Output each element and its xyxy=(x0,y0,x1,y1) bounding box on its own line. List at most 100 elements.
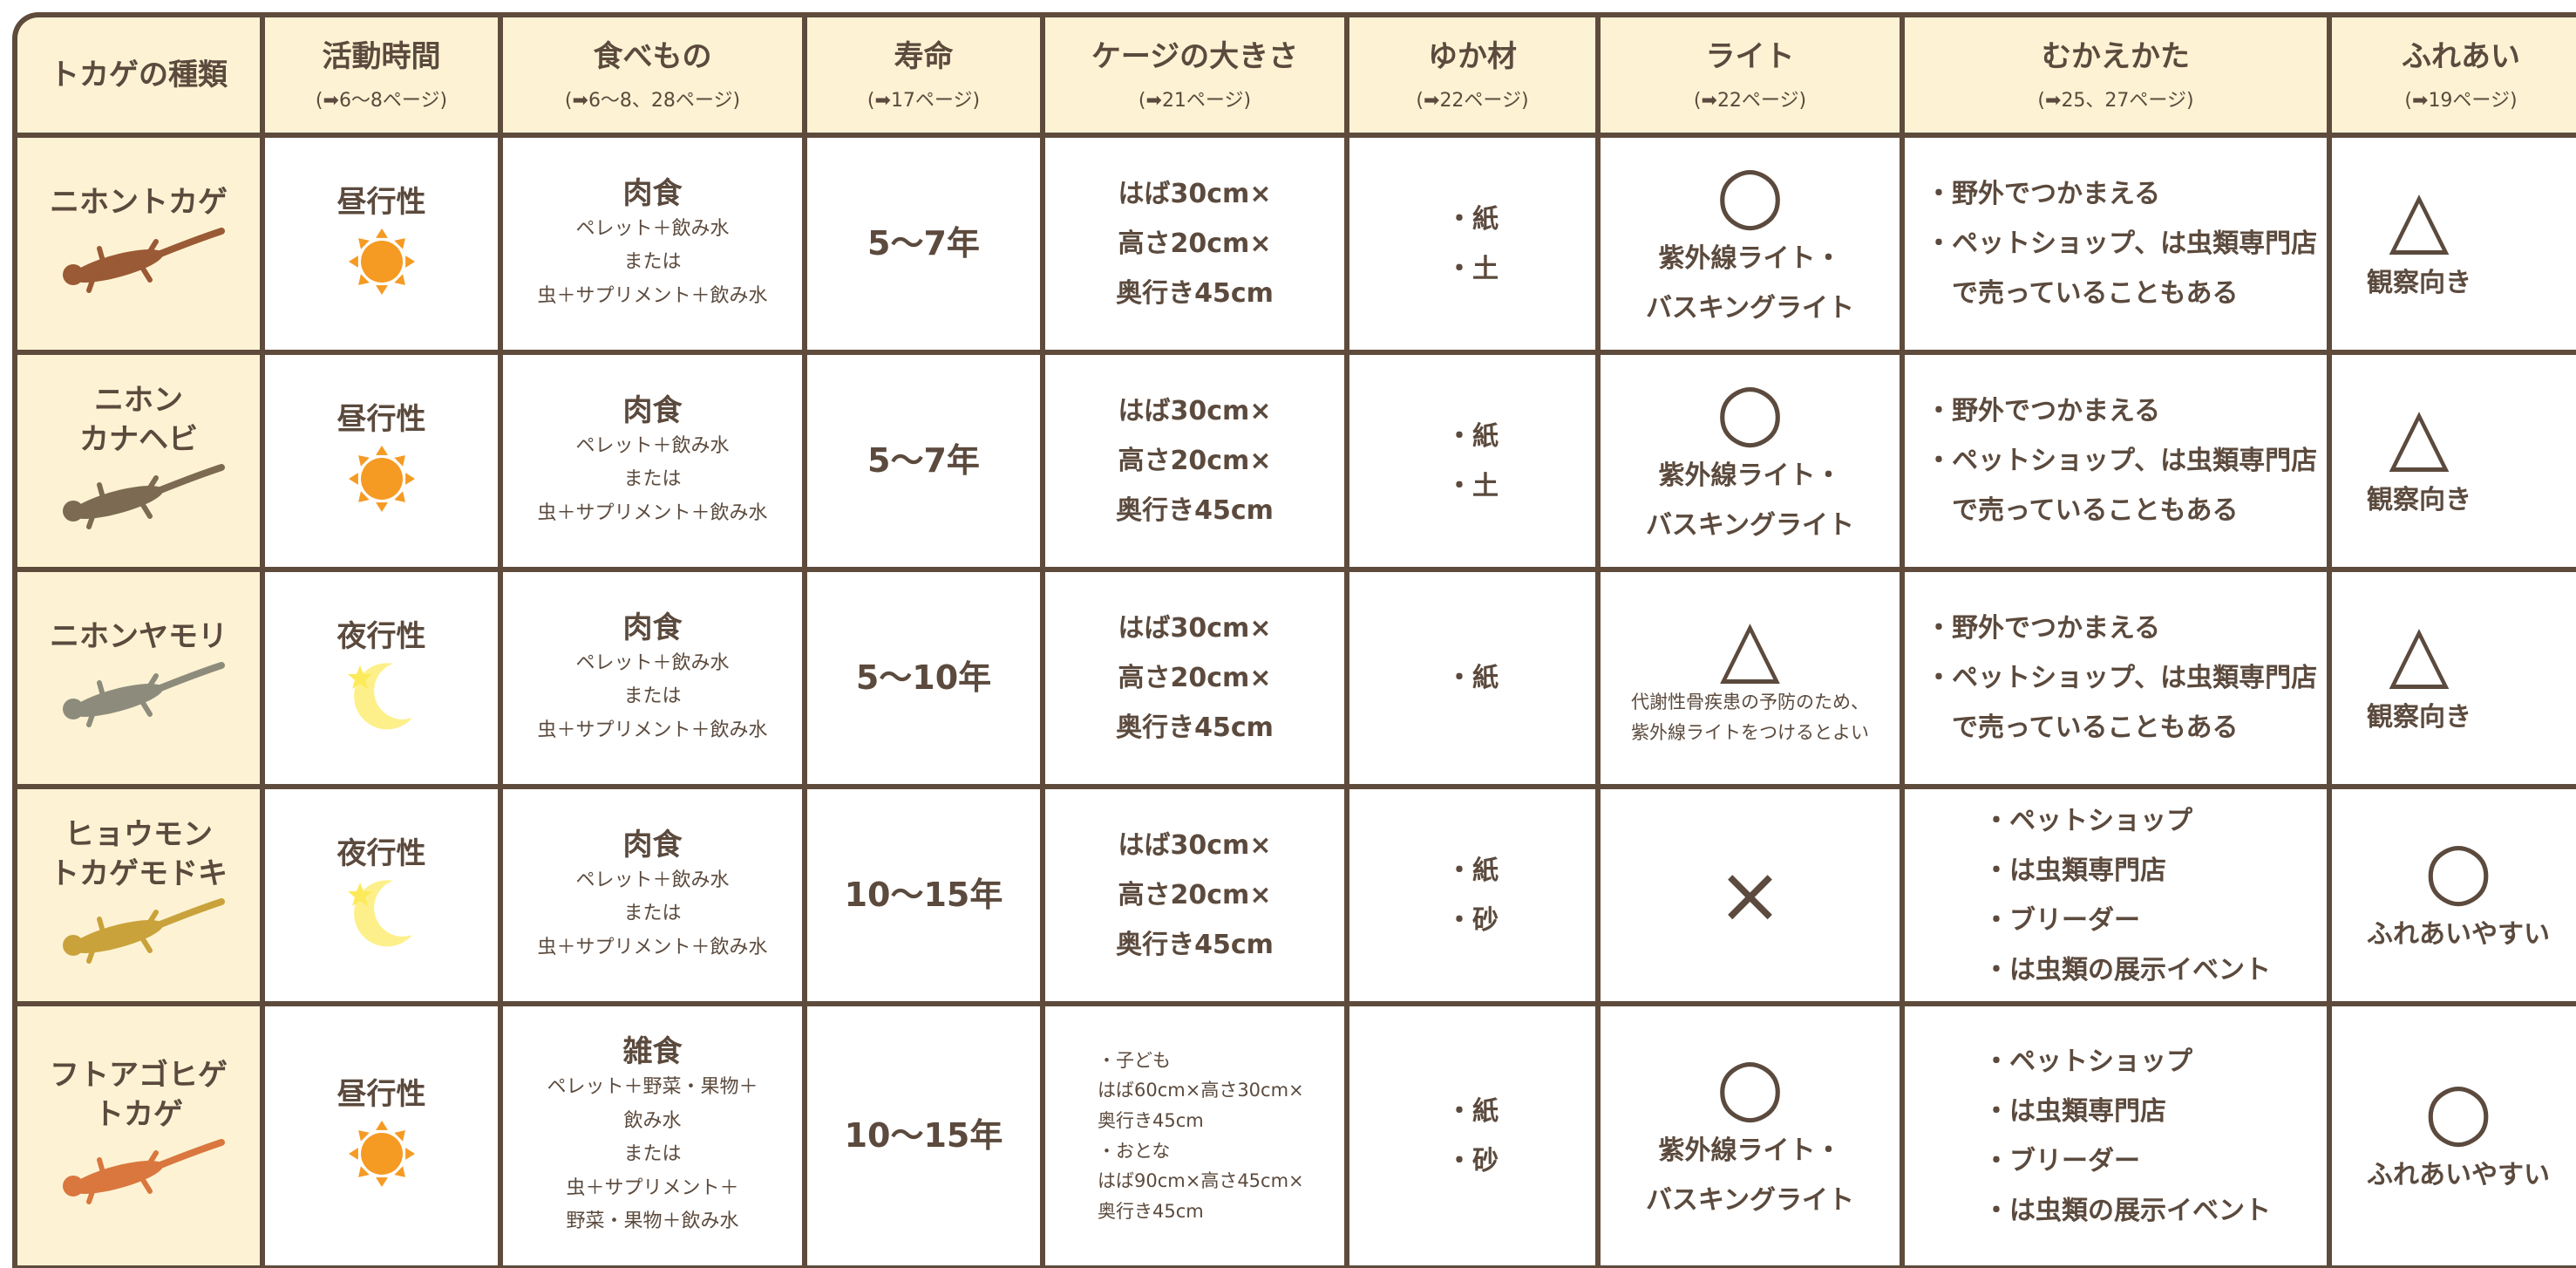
contact-group: ○ ふれあいやすい xyxy=(2367,1072,2550,1200)
sun-disc xyxy=(360,240,403,283)
moon-icon xyxy=(343,657,421,739)
substrate: ・紙 xyxy=(1446,855,1499,886)
acquire-cell: ・野外でつかまえる ・ペットショップ、は虫類専門店 で売っていることもある xyxy=(1905,572,2327,784)
sun-disc xyxy=(360,457,403,500)
light-cell: ○ 紫外線ライト・ バスキングライト xyxy=(1601,1006,1900,1265)
species-name: ニホン xyxy=(94,383,183,419)
cage-line: 奥行き45cm xyxy=(1116,712,1274,743)
contact-cell: △ 観察向き xyxy=(2332,572,2576,784)
cage-cell: ・子どもはば60cm×高さ30cm× 奥行き45cm ・おとなはば90cm×高さ45… xyxy=(1045,1006,1344,1265)
sun-ray xyxy=(393,1129,405,1142)
lizard-head xyxy=(63,698,84,719)
lizard-legs xyxy=(86,474,159,529)
light-cell: × xyxy=(1601,789,1900,1001)
activity: 昼行性 xyxy=(336,1077,426,1113)
light-note: 紫外線ライト・ xyxy=(1658,1135,1842,1166)
food-line: ペレット＋飲み水 xyxy=(575,869,730,891)
lifespan-cell: 5～7年 xyxy=(807,138,1040,350)
food-type: 雑食 xyxy=(622,1034,683,1070)
lifespan: 5～7年 xyxy=(867,223,980,262)
lizard-illustration xyxy=(47,1134,230,1216)
sun-ray xyxy=(357,273,370,285)
cage-line: はば30cm× xyxy=(1118,179,1272,209)
substrate: ・土 xyxy=(1446,253,1499,284)
lifespan-cell: 5～7年 xyxy=(807,355,1040,567)
substrate-cell: ・紙 ・土 xyxy=(1349,138,1595,350)
food-cell: 肉食 ペレット＋飲み水 または 虫＋サプリメント＋飲み水 xyxy=(503,572,802,784)
acquire-line: ・は虫類専門店 xyxy=(1983,855,2166,886)
header-cell: 食べもの (➡6～8、28ページ) xyxy=(503,17,802,133)
light-mark: × xyxy=(1716,849,1784,941)
column-ref: (➡6～8ページ) xyxy=(315,90,448,112)
contact-mark: ○ xyxy=(2423,1065,2493,1156)
cage-line: ・おとな xyxy=(1098,1140,1171,1162)
contact-group: △ 観察向き xyxy=(2367,397,2471,525)
activity-cell: 夜行性 xyxy=(265,789,498,1001)
moon xyxy=(353,879,412,946)
cage-cell: はば30cm× 高さ20cm× 奥行き45cm xyxy=(1045,789,1344,1001)
food-type: 肉食 xyxy=(622,175,683,211)
cage-line: はば90cm×高さ45cm× xyxy=(1098,1170,1304,1192)
contact-note: ふれあいやすい xyxy=(2367,1160,2550,1190)
cage-line: 奥行き45cm xyxy=(1098,1200,1204,1222)
activity: 昼行性 xyxy=(336,185,426,221)
column-ref: (➡22ページ) xyxy=(1693,90,1807,112)
lizard-tail xyxy=(157,897,225,928)
food-line: 飲み水 xyxy=(623,1109,682,1132)
species-name: ニホントカゲ xyxy=(50,185,228,221)
acquire-cell: ・野外でつかまえる ・ペットショップ、は虫類専門店 で売っていることもある xyxy=(1905,355,2327,567)
sun-ray xyxy=(393,237,405,249)
food-line: 虫＋サプリメント＋ xyxy=(566,1176,739,1199)
substrate: ・紙 xyxy=(1446,1095,1499,1127)
lizard-illustration xyxy=(47,657,230,739)
column-title: 寿命 xyxy=(894,38,954,74)
food-line: ペレット＋飲み水 xyxy=(575,217,730,240)
sun-ray xyxy=(375,1120,388,1130)
light-note: 代謝性骨疾患の予防のため、 xyxy=(1631,691,1869,712)
food-type: 肉食 xyxy=(622,827,683,862)
contact-cell: ○ ふれあいやすい xyxy=(2332,1006,2576,1265)
light-cell: ○ 紫外線ライト・ バスキングライト xyxy=(1601,138,1900,350)
acquire-line: ・ペットショップ、は虫類専門店 xyxy=(1926,663,2318,693)
acquire-line: ・ブリーダー xyxy=(1983,1145,2140,1176)
column-ref: (➡22ページ) xyxy=(1416,90,1529,112)
moon-icon-svg xyxy=(347,662,412,729)
contact-note: 観察向き xyxy=(2367,268,2471,298)
sun-icon xyxy=(343,1115,421,1196)
cage-line: はば60cm×高さ30cm× xyxy=(1098,1080,1304,1101)
acquire-line: ・野外でつかまえる xyxy=(1926,179,2161,209)
cage-line: 高さ20cm× xyxy=(1118,663,1272,693)
moon-icon xyxy=(343,874,421,956)
food-line: または xyxy=(623,251,682,274)
acquire-line: ・は虫類専門店 xyxy=(1983,1095,2166,1127)
column-title: 活動時間 xyxy=(322,38,441,74)
species-name: トカゲモドキ xyxy=(50,856,228,891)
acquire-line: ・野外でつかまえる xyxy=(1926,613,2161,644)
light-mark: ○ xyxy=(1716,1040,1784,1132)
cage-line: ・子ども xyxy=(1098,1049,1171,1071)
food-line: または xyxy=(623,903,682,925)
light-cell: △ 代謝性骨疾患の予防のため、 紫外線ライトをつけるとよい xyxy=(1601,572,1900,784)
light-cell: ○ 紫外線ライト・ バスキングライト xyxy=(1601,355,1900,567)
lifespan-cell: 5～10年 xyxy=(807,572,1040,784)
sun-ray xyxy=(375,1176,388,1187)
activity-cell: 昼行性 xyxy=(265,355,498,567)
activity: 夜行性 xyxy=(336,619,426,655)
lifespan-cell: 10～15年 xyxy=(807,1006,1040,1265)
substrate: ・紙 xyxy=(1446,663,1499,693)
species-name: ニホンヤモリ xyxy=(50,619,228,655)
lizard-tail xyxy=(157,463,225,494)
species-cell: ヒョウモン トカゲモドキ xyxy=(17,789,260,1001)
acquire-cell: ・ペットショップ ・は虫類専門店 ・ブリーダー ・は虫類の展示イベント xyxy=(1905,789,2327,1001)
cage-line: はば30cm× xyxy=(1118,396,1272,426)
contact-mark: △ xyxy=(2389,390,2450,481)
sun-icon xyxy=(343,440,421,522)
column-title: ふれあい xyxy=(2402,38,2520,74)
acquire-cell: ・ペットショップ ・は虫類専門店 ・ブリーダー ・は虫類の展示イベント xyxy=(1905,1006,2327,1265)
column-title: トカゲの種類 xyxy=(50,57,228,92)
substrate-cell: ・紙 ・砂 xyxy=(1349,1006,1595,1265)
lizard-tail xyxy=(157,1138,225,1169)
lizard-illustration xyxy=(47,459,230,541)
sun-ray xyxy=(393,273,405,285)
header-cell: 活動時間 (➡6～8ページ) xyxy=(265,17,498,133)
